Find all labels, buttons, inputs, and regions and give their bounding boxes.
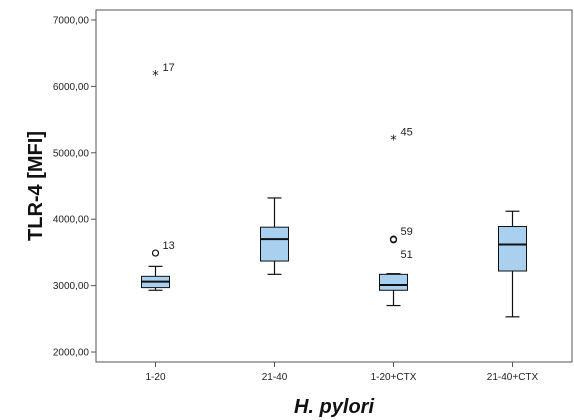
y-axis-title: TLR-4 [MFI] (25, 131, 47, 241)
boxes-layer (141, 197, 527, 318)
outlier-label: 45 (401, 127, 413, 139)
box-group (379, 273, 408, 307)
outlier-label: 51 (401, 249, 413, 261)
iqr-box (260, 226, 289, 262)
x-tick-label: 21-40+CTX (487, 372, 539, 383)
iqr-box (379, 273, 408, 291)
outlier-marker (151, 249, 160, 257)
iqr-box (498, 226, 527, 272)
x-axis-title: H. pylori (294, 396, 374, 418)
y-tick-label: 4000,00 (53, 215, 90, 226)
outlier-label: 17 (163, 62, 175, 74)
x-tick-label: 1-20+CTX (371, 372, 417, 383)
plot-frame (95, 9, 573, 363)
x-axis: 1-20 21-40 1-20+CTX 21-40+CTX (145, 362, 539, 383)
outlier-marker (389, 236, 398, 244)
outlier-label: 59 (401, 226, 413, 238)
y-tick-label: 3000,00 (53, 281, 90, 292)
y-tick-label: 6000,00 (53, 82, 90, 93)
extreme-outlier-marker: * (390, 134, 397, 149)
x-tick-label: 21-40 (262, 372, 288, 383)
y-tick-label: 5000,00 (53, 148, 90, 159)
y-tick-label: 7000,00 (53, 15, 90, 26)
outliers-layer: * 17 13 * 45 59 51 (151, 62, 413, 261)
y-axis: 2000,00 3000,00 4000,00 5000,00 6000,00 7000,… (53, 15, 96, 359)
box-group (141, 265, 170, 291)
y-tick-label: 2000,00 (53, 348, 90, 359)
x-tick-label: 1-20 (145, 372, 165, 383)
extreme-outlier-marker: * (152, 69, 159, 84)
box-group (260, 197, 289, 275)
outlier-label: 13 (163, 240, 175, 252)
box-group (498, 210, 527, 318)
